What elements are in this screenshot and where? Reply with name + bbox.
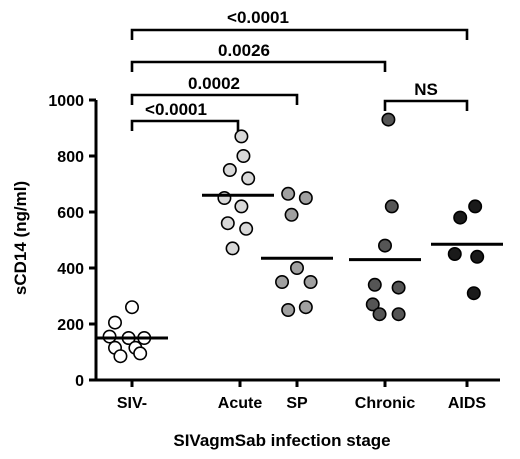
data-point [113, 349, 128, 364]
data-point [289, 260, 304, 275]
y-tick-label: 0 [75, 373, 84, 390]
x-tick-label: AIDS [448, 395, 487, 412]
data-point [468, 199, 483, 214]
x-axis-title: SIVagmSab infection stage [173, 431, 390, 450]
y-tick-label: 600 [57, 205, 84, 222]
data-point [108, 315, 123, 330]
x-tick-label: SP [286, 395, 308, 412]
significance-bracket [383, 99, 469, 111]
significance-brackets: <0.0001 0.0026 0.0002 <0.0001 NS [130, 8, 469, 131]
data-point [298, 191, 313, 206]
data-point [377, 238, 392, 253]
significance-bracket [130, 119, 240, 131]
data-point [303, 274, 318, 289]
data-point [241, 171, 256, 186]
p-value-label: 0.0026 [218, 41, 270, 60]
data-point [284, 207, 299, 222]
data-point [281, 186, 296, 201]
data-point [236, 149, 251, 164]
data-point [281, 302, 296, 317]
data-point [239, 221, 254, 236]
data-point [453, 210, 468, 225]
p-value-label: NS [414, 80, 438, 99]
data-point [133, 346, 148, 361]
significance-bracket [130, 60, 387, 72]
data-point [275, 274, 290, 289]
data-point [391, 280, 406, 295]
data-points-layer [102, 112, 485, 364]
p-value-label: <0.0001 [227, 8, 289, 27]
data-point [367, 277, 382, 292]
data-point [372, 307, 387, 322]
axes-layer: 0 200 400 600 800 1000 SIV- Acute SP Chronic AIDS [48, 93, 500, 412]
data-point [234, 129, 249, 144]
data-point [220, 216, 235, 231]
data-point [125, 300, 140, 315]
x-tick-label: Chronic [355, 395, 416, 412]
data-point [466, 286, 481, 301]
data-point [384, 199, 399, 214]
data-point [222, 163, 237, 178]
data-point [381, 112, 396, 127]
data-point [234, 199, 249, 214]
y-tick-label: 400 [57, 261, 84, 278]
median-lines-layer [96, 193, 503, 340]
data-point [365, 297, 380, 312]
y-tick-label: 200 [57, 317, 84, 334]
y-axis-title: sCD14 (ng/ml) [11, 181, 30, 295]
x-tick-label: SIV- [117, 395, 147, 412]
p-value-label: <0.0001 [145, 100, 207, 119]
data-point [470, 249, 485, 264]
data-point [217, 191, 232, 206]
significance-bracket [130, 93, 299, 105]
data-point [298, 300, 313, 315]
data-point [447, 247, 462, 262]
y-tick-label: 1000 [48, 93, 84, 110]
data-point [391, 307, 406, 322]
p-value-label: 0.0002 [188, 74, 240, 93]
data-point [225, 241, 240, 256]
significance-bracket [130, 28, 469, 40]
y-tick-label: 800 [57, 149, 84, 166]
x-tick-label: Acute [218, 395, 263, 412]
